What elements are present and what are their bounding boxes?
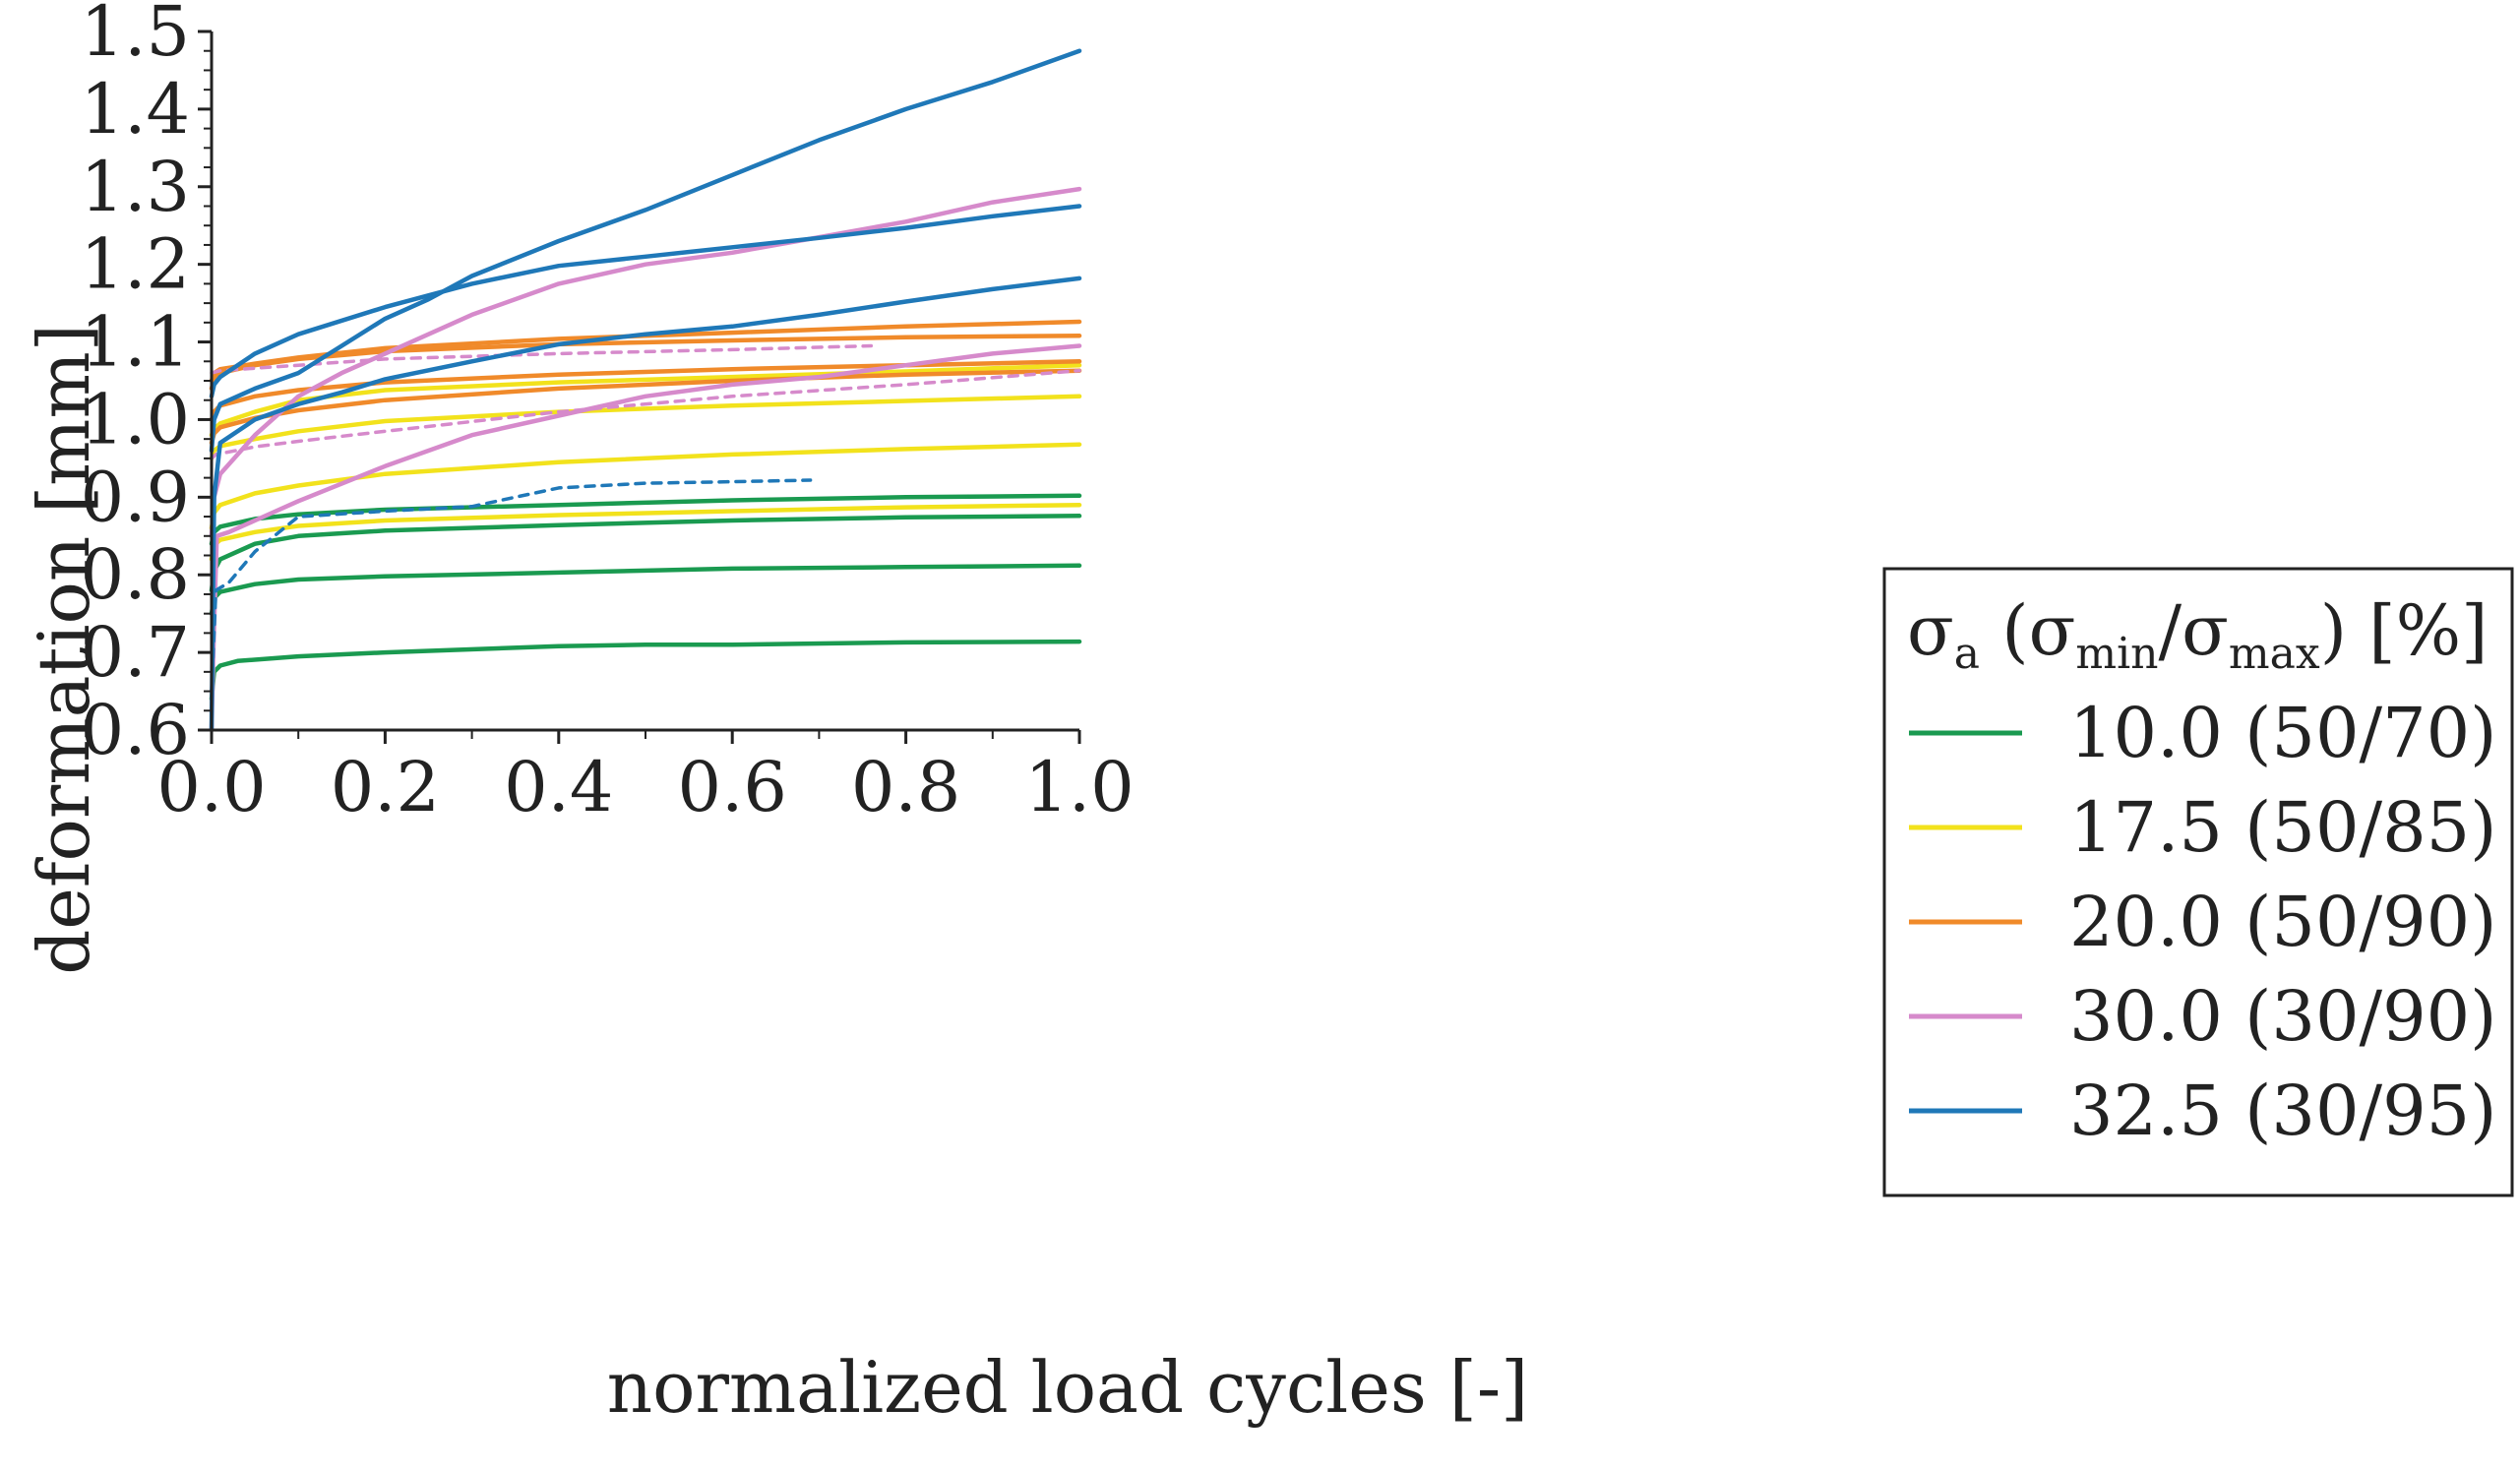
- y-tick-label: 1.1: [81, 302, 190, 383]
- x-tick-label: 0.4: [504, 747, 613, 827]
- series-line-1: [209, 639, 1082, 702]
- y-tick-label: 1.2: [81, 224, 190, 305]
- x-axis-title: normalized load cycles [-]: [607, 1346, 1529, 1429]
- y-tick-label: 0.6: [81, 690, 190, 770]
- y-tick-label: 1.5: [81, 0, 190, 72]
- series-line-14: [209, 186, 1082, 539]
- y-axis-title: deformation [mm]: [23, 324, 105, 975]
- x-tick-label: 0.8: [851, 747, 960, 827]
- series-line-15: [210, 343, 874, 375]
- legend-title-sub1: a: [1954, 629, 1980, 679]
- legend-entries: 10.0 (50/70) 17.5 (50/85) 20.0 (50/90) 30.0…: [1909, 693, 2496, 1151]
- legend-title-sub3: max: [2229, 629, 2320, 679]
- x-tick-label: 0.6: [678, 747, 787, 827]
- y-tick-label: 1.0: [81, 379, 190, 459]
- legend-title-sym1: σ: [1907, 590, 1954, 671]
- legend-label: 20.0 (50/90): [2069, 882, 2496, 962]
- series-line-13: [209, 343, 1082, 733]
- y-tick-label: 1.3: [81, 147, 190, 227]
- series-line-8: [209, 362, 1082, 438]
- series-line-19: [209, 275, 1082, 733]
- legend-label: 10.0 (50/70): [2069, 693, 2496, 773]
- legend-title-sub2: min: [2075, 629, 2158, 679]
- legend: σa (σmin/σmax) [%] 10.0 (50/70)17.5 (50/…: [1882, 567, 2514, 1197]
- series-line-7: [209, 394, 1082, 461]
- series-line-2: [209, 563, 1082, 616]
- legend-title-slash: /: [2159, 590, 2182, 671]
- y-tick-label: 0.8: [81, 534, 190, 615]
- x-tick-label: 1.0: [1024, 747, 1134, 827]
- legend-title-close: ) [%]: [2320, 590, 2489, 671]
- ticks-group: 0.60.70.80.91.01.11.21.31.41.50.0 0.2 0.4 0…: [81, 0, 1135, 827]
- legend-title: σa (σmin/σmax) [%]: [1907, 590, 2488, 679]
- legend-box: [1882, 567, 2514, 1197]
- legend-title-open: (: [1980, 590, 2029, 671]
- legend-label: 30.0 (30/90): [2069, 976, 2496, 1057]
- series-line-18: [209, 204, 1082, 399]
- y-tick-label: 0.9: [81, 457, 190, 537]
- legend-label: 17.5 (50/85): [2069, 787, 2496, 868]
- x-tick-label: 0.2: [331, 747, 440, 827]
- y-tick-label: 1.4: [81, 69, 190, 150]
- series-line-4: [209, 493, 1082, 546]
- legend-label: 32.5 (30/95): [2069, 1070, 2496, 1151]
- y-tick-label: 0.7: [81, 612, 190, 693]
- legend-title-sym2: σ: [2029, 590, 2076, 671]
- series-line-11: [209, 333, 1082, 392]
- series-group: [209, 48, 1082, 733]
- x-tick-label: 0.0: [156, 747, 266, 827]
- series-line-16: [210, 368, 1081, 460]
- series-line-20: [210, 478, 813, 694]
- series-line-6: [209, 442, 1082, 531]
- legend-title-sym3: σ: [2182, 590, 2229, 671]
